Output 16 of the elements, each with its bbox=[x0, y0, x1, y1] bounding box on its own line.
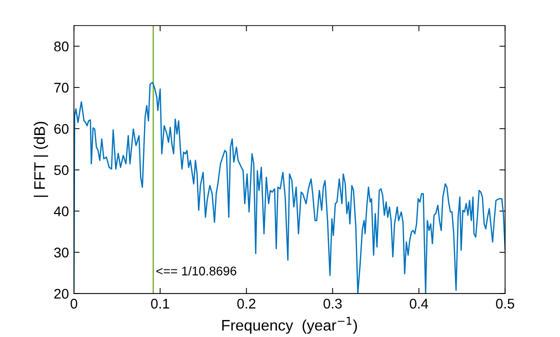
y-tick-label: 20 bbox=[54, 288, 69, 299]
x-tick-label: 0.4 bbox=[410, 298, 428, 309]
y-tick-label: 40 bbox=[54, 206, 69, 216]
x-tick-label: 0.3 bbox=[324, 298, 342, 309]
y-tick-label: 80 bbox=[54, 42, 69, 52]
x-axis-title: Frequency (year$^{−1}$) bbox=[222, 316, 357, 334]
y-tick-label: 60 bbox=[54, 124, 69, 134]
annotation: <== 1/10.8696 bbox=[156, 266, 236, 276]
x-tick-label: 0.1 bbox=[151, 298, 170, 309]
y-tick-label: 50 bbox=[54, 165, 69, 176]
x-tick-label: 0.2 bbox=[237, 298, 256, 309]
y-tick-label: 30 bbox=[54, 248, 69, 258]
y-tick-label: 70 bbox=[54, 82, 69, 93]
x-tick-label: 0 bbox=[70, 298, 78, 309]
x-tick-label: 0.5 bbox=[496, 298, 514, 309]
y-axis-title: | FFT | (dB) bbox=[34, 122, 48, 197]
